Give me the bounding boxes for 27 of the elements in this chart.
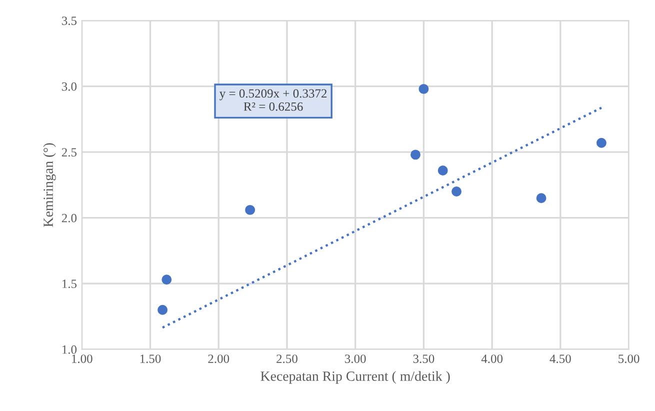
annotation: y = 0.5209x + 0.3372 R² = 0.6256: [220, 89, 327, 111]
y-tick-label: 2.5: [62, 148, 77, 157]
y-tick-label: 3.5: [62, 16, 77, 26]
y-tick-label: 1.5: [62, 280, 77, 288]
y-tick-label: 3.0: [62, 82, 77, 91]
x-tick-label: 3.00: [345, 354, 366, 364]
point: [410, 150, 420, 160]
point: [245, 204, 256, 215]
point: [536, 193, 546, 204]
y-tick-label: 2.0: [62, 214, 77, 222]
point: [438, 166, 448, 176]
point: [452, 186, 462, 196]
y-tick-label: 1.0: [62, 345, 77, 354]
x-tick-label: 2.00: [208, 354, 230, 364]
point: [158, 304, 168, 315]
x-tick-label: 1.50: [140, 354, 161, 364]
point: [596, 138, 606, 148]
x-tick-label: 2.50: [276, 354, 298, 364]
x-axis-title: Kecepatan Rip Current ( m/detik ): [260, 371, 450, 384]
x-tick-label: 5.00: [618, 354, 640, 364]
point: [418, 84, 429, 94]
point: [162, 274, 172, 285]
x-tick-label: 4.50: [550, 354, 571, 364]
x-tick-label: 3.50: [413, 354, 434, 364]
x-tick-label: 4.00: [481, 354, 503, 364]
x-tick-label: 1.00: [72, 354, 92, 364]
y-axis-title: Kemiringan (°): [43, 143, 56, 227]
